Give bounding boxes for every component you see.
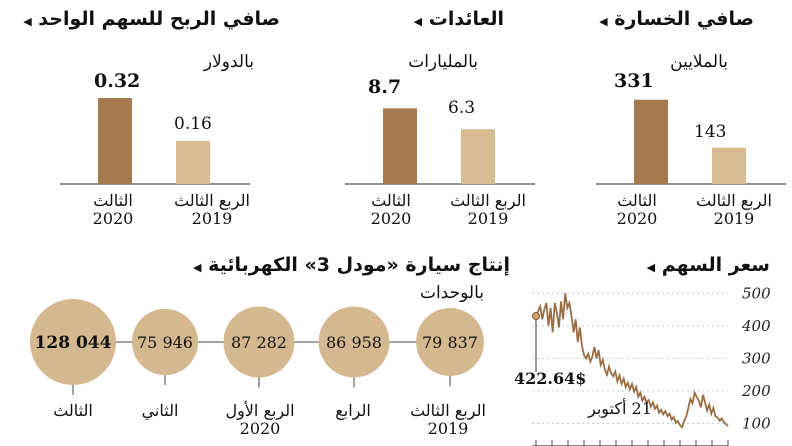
production-label-4: الربع الثالث 2019 [398, 401, 498, 439]
stock-ytick-0: 500 [742, 284, 771, 302]
production-title-text: إنتاج سيارة «مودل 3» الكهربائية [208, 254, 510, 276]
eps-label-2020-q: الثالث [93, 191, 133, 210]
eps-unit: بالدولار [203, 52, 254, 72]
production-value-1: 75 946 [137, 333, 193, 352]
revenue-title: العائدات ◀ [414, 8, 504, 30]
stock-marker [532, 312, 540, 321]
eps-label-2020: الثالث 2020 [88, 191, 138, 229]
loss-label-2020-y: 2020 [616, 209, 658, 229]
production-label-0-q: الثالث [53, 401, 93, 420]
production-value-4: 79 837 [422, 333, 478, 352]
production-bubble-2 [223, 306, 295, 378]
triangle-left-icon: ◀ [193, 261, 202, 274]
loss-bar-0 [634, 99, 668, 184]
loss-title: صافي الخسارة ◀ [599, 8, 754, 30]
production-unit: بالوحدات [419, 283, 484, 303]
eps-value-2019: 0.16 [174, 114, 212, 134]
production-label-4-y: 2019 [427, 419, 469, 439]
production-bubble-0 [30, 299, 116, 385]
loss-label-2020-q: الثالث [617, 191, 657, 210]
loss-label-2020: الثالث 2020 [612, 191, 662, 229]
production-label-0: الثالث [38, 401, 108, 420]
revenue-label-2020-y: 2020 [370, 209, 412, 229]
loss-value-2020: 331 [614, 70, 654, 92]
loss-label-2019: الربع الثالث 2019 [684, 191, 784, 229]
loss-chart [596, 99, 786, 185]
triangle-left-icon: ◀ [599, 15, 608, 28]
stock-chart: 500 400 300 200 100 422.64$21 أكتوبر [514, 284, 771, 446]
revenue-label-2019: الربع الثالث 2019 [438, 191, 538, 229]
revenue-bar-0 [383, 108, 417, 184]
production-bubble-1 [131, 308, 199, 376]
production-label-2-y: 2020 [239, 419, 281, 439]
revenue-bar-1 [461, 129, 495, 184]
revenue-unit: بالمليارات [408, 52, 478, 72]
loss-unit: بالملايين [670, 52, 728, 72]
revenue-label-2020: الثالث 2020 [366, 191, 416, 229]
eps-title-text: صافي الربح للسهم الواحد [38, 8, 280, 30]
revenue-title-text: العائدات [428, 8, 504, 30]
eps-chart [60, 98, 250, 185]
production-title: إنتاج سيارة «مودل 3» الكهربائية ◀ [193, 254, 510, 276]
revenue-value-2020: 8.7 [368, 76, 402, 98]
revenue-label-2020-q: الثالث [371, 191, 411, 210]
loss-bar-1 [712, 147, 746, 184]
eps-bar-1 [176, 141, 210, 184]
loss-value-2019: 143 [694, 122, 727, 142]
stock-title-text: سعر السهم [661, 254, 770, 276]
revenue-chart [345, 108, 535, 185]
stock-ytick-4: 100 [742, 414, 771, 432]
production-value-2: 87 282 [231, 333, 287, 352]
stock-ytick-1: 400 [741, 317, 771, 335]
revenue-value-2019: 6.3 [448, 98, 476, 118]
loss-label-2019-y: 2019 [713, 209, 755, 229]
production-label-2-q: الربع الأول [225, 401, 295, 420]
stock-ytick-2: 300 [742, 349, 771, 367]
eps-value-2020: 0.32 [94, 70, 141, 92]
stock-ytick-3: 200 [741, 382, 771, 400]
production-value-0: 128 044 [35, 333, 112, 353]
stock-last-date: 21 أكتوبر [587, 398, 652, 418]
production-label-1: الثاني [130, 401, 190, 420]
loss-title-text: صافي الخسارة [614, 8, 754, 30]
production-label-1-q: الثاني [141, 401, 179, 420]
revenue-label-2019-y: 2019 [467, 209, 509, 229]
stock-line [535, 293, 729, 430]
production-label-2: الربع الأول 2020 [210, 401, 310, 439]
triangle-left-icon: ◀ [23, 15, 32, 28]
production-bubble-3 [318, 306, 390, 378]
eps-label-2019-y: 2019 [191, 209, 233, 229]
eps-label-2020-y: 2020 [92, 209, 134, 229]
production-chart: 128 044 75 946 87 282 86 958 79 837 [30, 299, 484, 395]
production-label-4-q: الربع الثالث [410, 401, 486, 420]
eps-title: صافي الربح للسهم الواحد ◀ [23, 8, 280, 30]
stock-last-value: 422.64$ [514, 369, 586, 388]
triangle-left-icon: ◀ [646, 261, 656, 274]
revenue-label-2019-q: الربع الثالث [450, 191, 526, 210]
production-label-3: الرابع [318, 401, 388, 420]
eps-label-2019-q: الربع الثالث [174, 191, 250, 210]
production-bubble-4 [416, 308, 484, 376]
triangle-left-icon: ◀ [413, 15, 423, 28]
stock-title: سعر السهم ◀ [647, 254, 770, 276]
production-value-3: 86 958 [326, 333, 382, 352]
production-label-3-q: الرابع [335, 401, 371, 420]
eps-label-2019: الربع الثالث 2019 [162, 191, 262, 229]
eps-bar-0 [98, 98, 132, 184]
loss-label-2019-q: الربع الثالث [696, 191, 772, 210]
